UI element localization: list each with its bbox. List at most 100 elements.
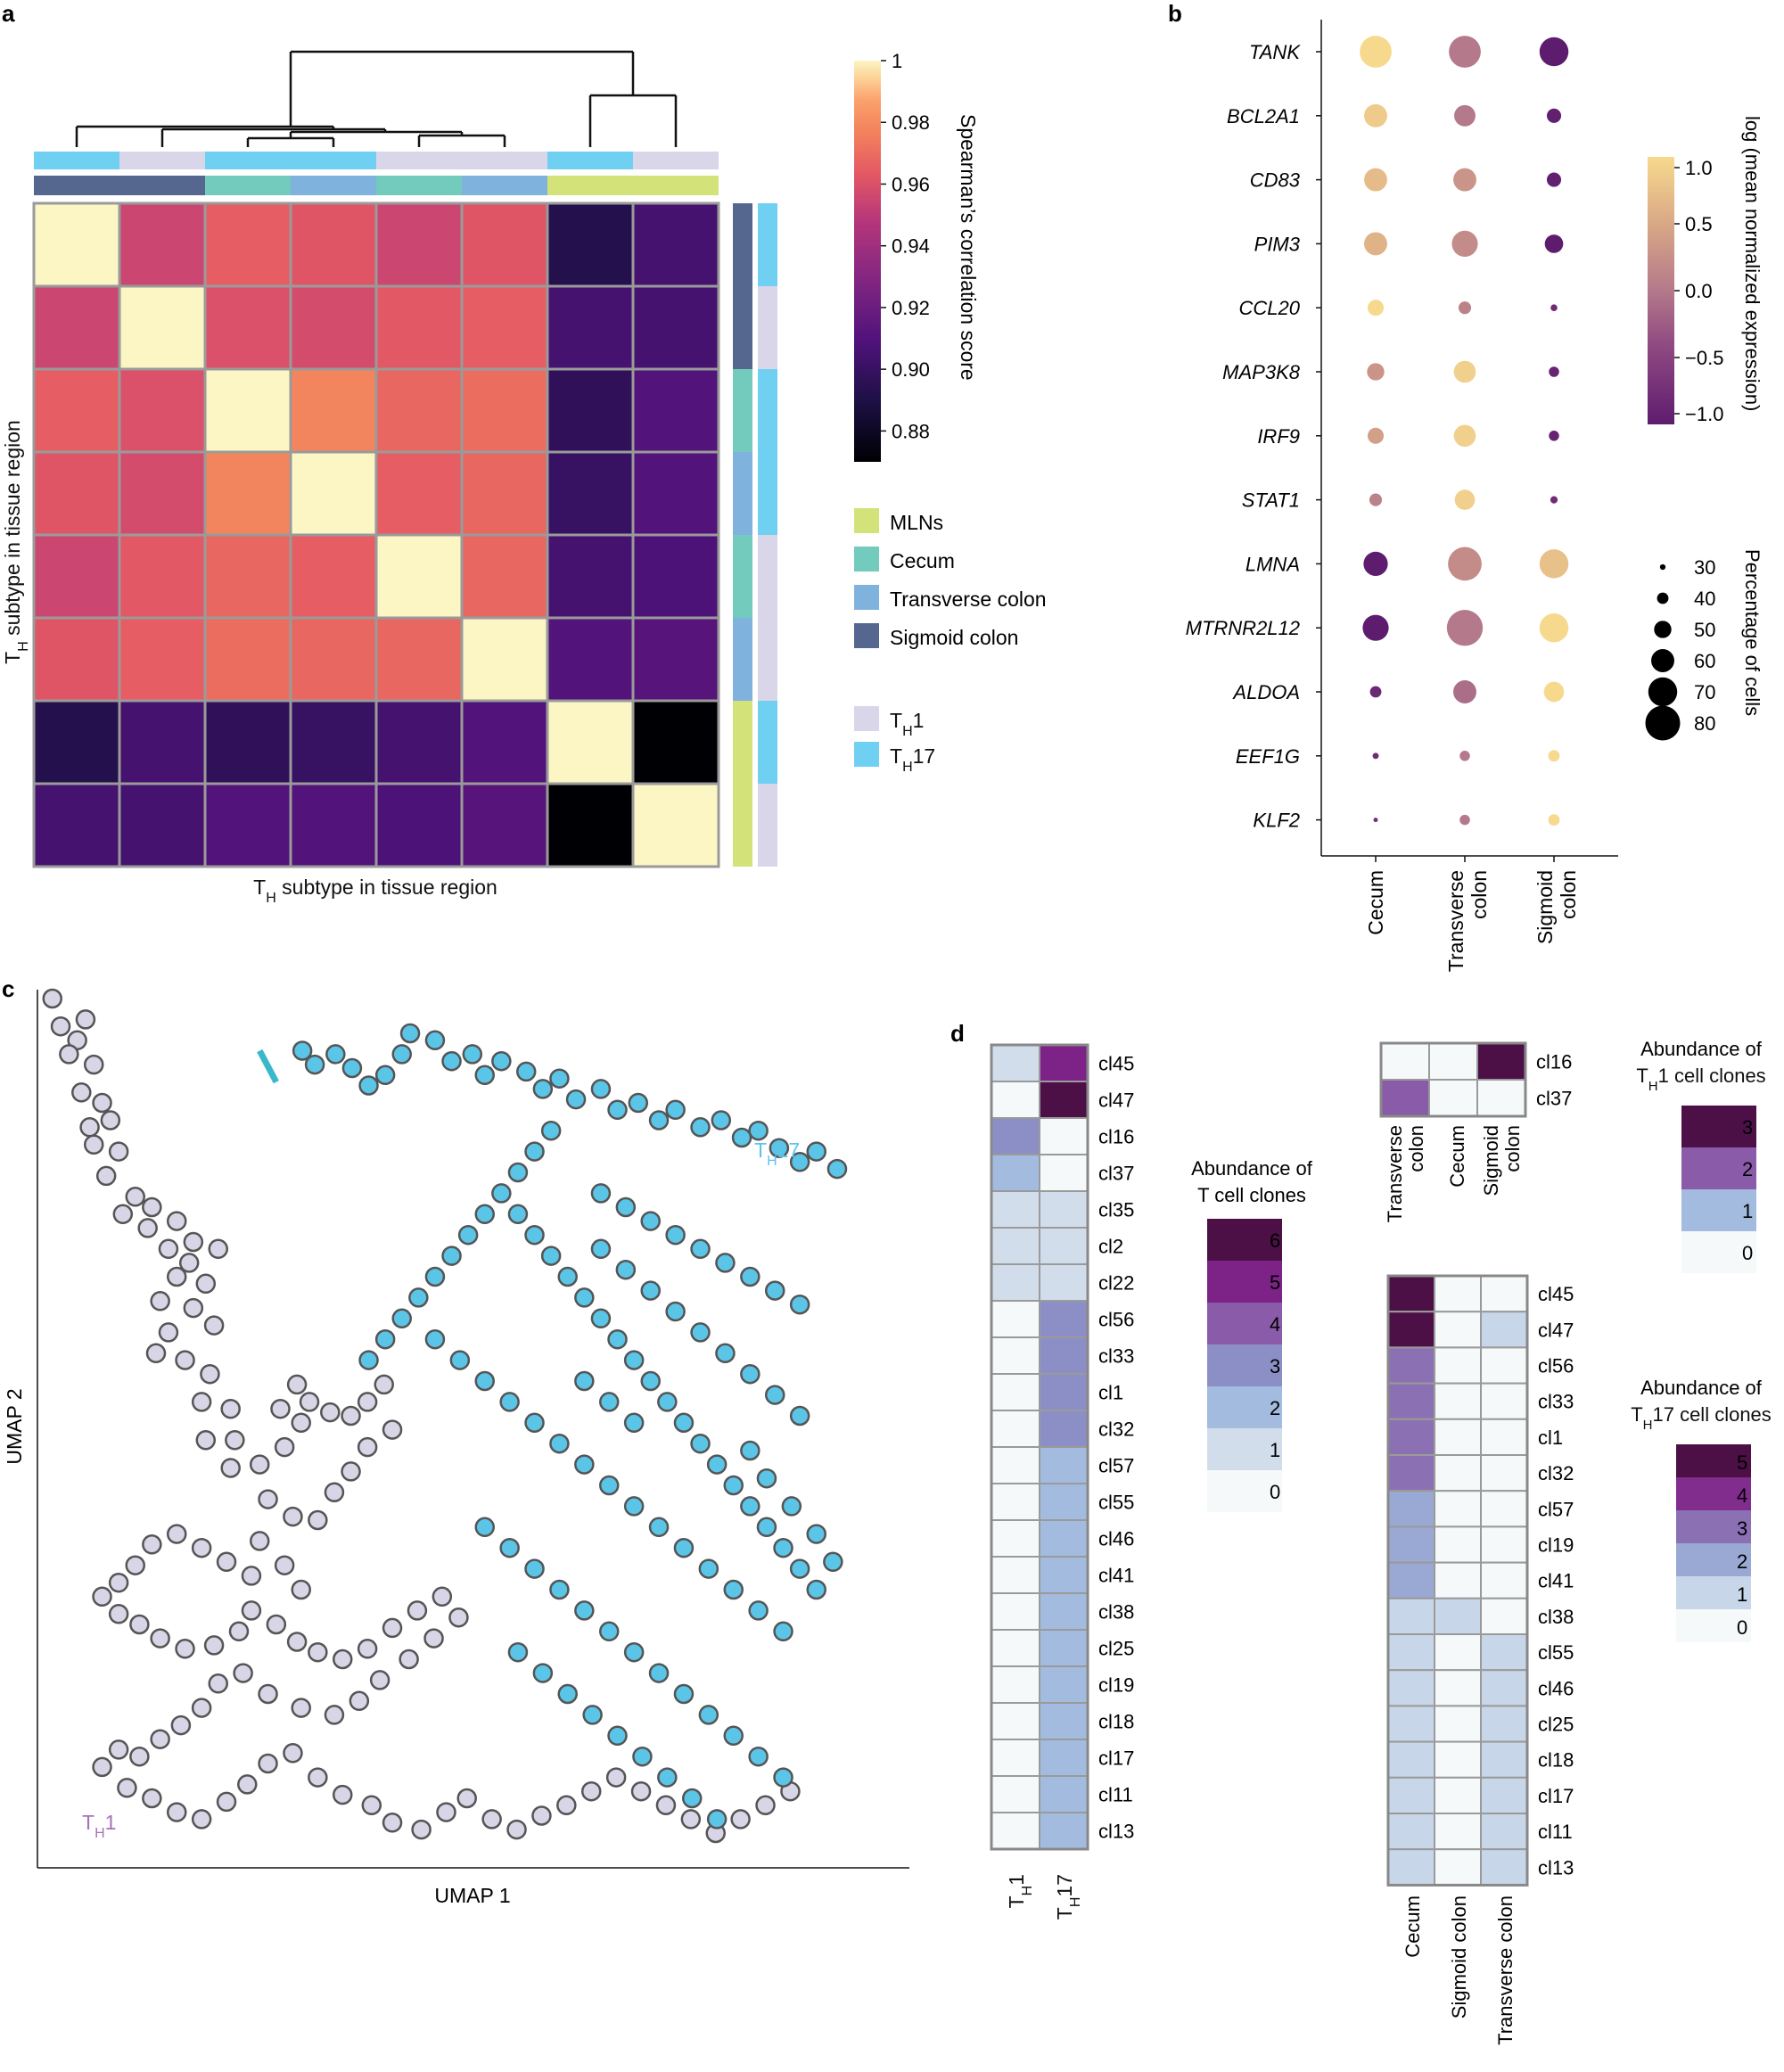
size-legend-dot [1648, 677, 1678, 707]
heatmap-cell [118, 284, 207, 371]
th17-heatmap-frame [1386, 1274, 1529, 1887]
expression-dot [1449, 36, 1481, 68]
th1-cell-point [456, 1788, 477, 1809]
th1-cell-point [286, 1632, 308, 1652]
heatmap-cell [374, 533, 464, 620]
th17-cell-point [598, 1392, 620, 1412]
th1-colorbar-step [1681, 1106, 1756, 1147]
th17-heatmap-cell [1434, 1525, 1482, 1564]
size-legend-dot [1645, 705, 1681, 741]
th17-colorbar-tick-label: 3 [1737, 1517, 1747, 1540]
th1-cell-point [145, 1343, 167, 1364]
th17-heatmap-cell [1480, 1597, 1528, 1636]
th17-heatmap-cell [1387, 1561, 1435, 1599]
th17-cell-point [690, 1238, 711, 1260]
panel-label-b: b [1168, 0, 1182, 27]
th1-cell-point [178, 1253, 200, 1273]
left-heatmap-row-label: cl32 [1098, 1418, 1134, 1441]
th1-cell-point [324, 1482, 345, 1503]
th1-cell-point [332, 1649, 353, 1670]
th17-heatmap-cell [1480, 1275, 1528, 1313]
th17-cell-point [723, 1725, 744, 1747]
th17-cell-point [574, 1600, 595, 1621]
heatmap-cell [546, 284, 635, 371]
th17-cell-point [748, 1120, 769, 1141]
heatmap-cell [374, 284, 464, 371]
th1-cell-point [170, 1714, 192, 1736]
heatmap-cell [631, 367, 720, 454]
th17-cell-point [648, 1663, 670, 1683]
th1-cell-point [357, 1436, 378, 1458]
th17-heatmap-cell [1480, 1633, 1528, 1672]
th17-heatmap-row-label: cl45 [1538, 1283, 1574, 1305]
th17-cell-point [462, 1044, 483, 1065]
th17-cell-point [623, 1412, 645, 1434]
left-heatmap-cell [991, 1665, 1040, 1704]
th1-cell-point [605, 1767, 627, 1788]
heatmap-cell [118, 367, 207, 454]
heatmap-cell [631, 533, 720, 620]
subtype-bar-cell [119, 152, 205, 169]
th17-heatmap-cell [1480, 1490, 1528, 1528]
th1-cell-point [361, 1795, 382, 1816]
colorbar-tick-label: 0.90 [892, 358, 930, 381]
th17-heatmap-row-label: cl46 [1538, 1677, 1574, 1699]
expression-dot [1550, 304, 1558, 311]
th1-colorbar-tick-label: 3 [1742, 1116, 1753, 1139]
th1-colorbar-label-1: Abundance of [1640, 1038, 1763, 1060]
left-heatmap-row-label: cl22 [1098, 1272, 1134, 1295]
heatmap-cell [546, 201, 635, 288]
th1-cell-point [249, 1454, 270, 1475]
left-heatmap-cell [991, 1117, 1040, 1155]
region-legend-label: MLNs [890, 511, 943, 534]
left-heatmap-row-label: cl18 [1098, 1711, 1134, 1733]
th17-cell-point [740, 1266, 760, 1287]
th1-cell-point [208, 1673, 228, 1694]
th1-cell-point [208, 1238, 228, 1260]
th17-heatmap-cell [1434, 1597, 1482, 1636]
th17-cell-point [665, 1301, 686, 1322]
th17-cell-point [628, 1092, 649, 1114]
th17-colorbar-step [1676, 1510, 1751, 1543]
region-side-cell [733, 701, 752, 784]
th1-cell-point [166, 1802, 187, 1822]
th17-cell-point [590, 1308, 612, 1329]
th17-heatmap-cell [1434, 1275, 1482, 1313]
th17-heatmap-row-label: cl32 [1538, 1462, 1574, 1484]
region-legend-label: Cecum [890, 549, 955, 572]
th1-cell-point [423, 1628, 444, 1649]
th17-cell-point [499, 1537, 520, 1558]
th1-cell-point [308, 1641, 328, 1663]
heatmap-cell [374, 367, 464, 454]
th1-cell-point [580, 1780, 602, 1802]
th1-cell-point [286, 1374, 308, 1395]
expression-dot [1364, 232, 1387, 256]
colorbar [1648, 157, 1674, 424]
heatmap-cell [374, 450, 464, 537]
expression-dot [1373, 818, 1378, 823]
th17-cell-point [773, 1537, 793, 1558]
left-heatmap-cell [991, 1263, 1040, 1302]
th1-colorbar-step [1681, 1147, 1756, 1189]
th1-cell-point [142, 1788, 162, 1809]
heatmap-cell [374, 699, 464, 785]
expression-dot [1367, 427, 1385, 444]
th1-cell-point [283, 1506, 303, 1527]
th17-cell-point [715, 1253, 736, 1273]
th17-colorbar-tick-label: 2 [1737, 1550, 1747, 1573]
th17-cell-point [491, 1183, 512, 1204]
heatmap-cell [289, 533, 378, 620]
th1-cell-point [203, 1635, 225, 1656]
th1-cell-point [241, 1566, 262, 1586]
expression-dot [1364, 103, 1387, 127]
th1-cell-point [92, 1586, 112, 1607]
heatmap-cell [546, 782, 635, 868]
th1-heatmap-row-label: cl16 [1536, 1051, 1572, 1073]
colorbar-tick-label: 0.5 [1685, 213, 1713, 235]
th17-cell-point [623, 1496, 645, 1517]
th17-cell-point [640, 1280, 661, 1301]
th17-heatmap-cell [1434, 1776, 1482, 1815]
left-heatmap-cell [1039, 1739, 1089, 1777]
th1-cell-point [308, 1767, 328, 1788]
heatmap-cell [631, 284, 720, 371]
